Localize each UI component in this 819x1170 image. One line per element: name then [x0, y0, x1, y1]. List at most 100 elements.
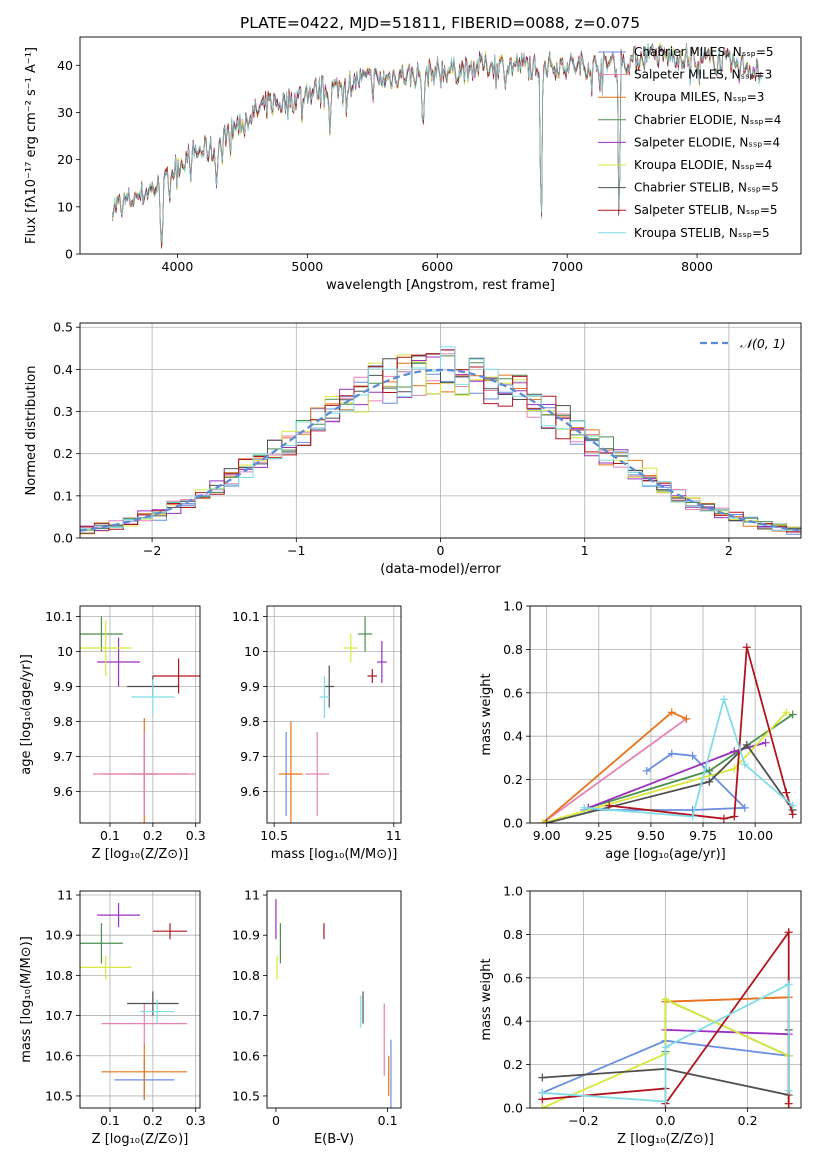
- axes-frame: [266, 605, 402, 824]
- y-tick-label: 0.8: [503, 927, 523, 942]
- data-point: [101, 1043, 188, 1100]
- axes-frame: [79, 605, 201, 824]
- x-tick-label: 10.00: [737, 828, 773, 843]
- x-tick-label: 9.50: [637, 828, 665, 843]
- x-tick-label: −1: [287, 543, 305, 558]
- y-axis-label: mass weight: [479, 958, 494, 1040]
- y-axis-label: Normed distribution: [24, 366, 39, 496]
- y-tick-label: 9.8: [240, 714, 260, 729]
- data-point: [140, 999, 175, 1024]
- y-tick-label: 0.4: [503, 1014, 523, 1029]
- legend-entry: Salpeter ELODIE, Nₛₛₚ=4: [634, 135, 780, 149]
- y-tick-label: 10.5: [232, 1088, 260, 1103]
- y-tick-label: 0.6: [503, 970, 523, 985]
- y-tick-label: 0.3: [53, 404, 73, 419]
- y-tick-label: 11: [244, 888, 260, 903]
- weight-marker: [782, 708, 791, 717]
- y-tick-label: 10: [57, 644, 73, 659]
- weight-marker: [761, 738, 770, 747]
- y-tick-label: 9.7: [53, 749, 73, 764]
- x-tick-label: 0.3: [186, 828, 206, 843]
- weight-marker: [730, 747, 739, 756]
- axes-frame: [266, 890, 402, 1109]
- y-tick-label: 0.0: [53, 531, 73, 546]
- y-tick-label: 0.8: [503, 642, 523, 657]
- y-axis-label: age [log₁₀(age/yr)]: [19, 654, 34, 775]
- y-tick-label: 0.4: [503, 729, 523, 744]
- y-tick-label: 10.1: [45, 609, 73, 624]
- chart-0: 4000 5000 6000 7000 8000 0 10 20 30 40 wavelength …: [24, 14, 802, 293]
- chart-1: −2 −1 0 1 2 0.0 0.1 0.2 0.3 0.4 0.5 (data-model)/er…: [24, 320, 802, 577]
- weight-marker: [538, 1104, 547, 1108]
- chart-2: 0.1 0.2 0.3 9.6 9.7 9.8 9.9 10 10.1 Z [log₁₀(Z/Z⊙…: [19, 605, 206, 862]
- data-point: [343, 634, 358, 662]
- legend: Chabrier MILES, Nₛₛₚ=5 Salpeter MILES, Nₛ…: [598, 45, 781, 240]
- weight-marker: [742, 643, 751, 652]
- legend-entry: Kroupa MILES, Nₛₛₚ=3: [634, 90, 764, 104]
- chart-7: −0.2 0.0 0.2 0.0 0.2 0.4 0.6 0.8 1.0 Z [log₁₀(Z/Z…: [479, 884, 802, 1147]
- x-tick-label: 8000: [681, 259, 713, 274]
- axes-frame: [79, 322, 802, 539]
- x-tick-label: 5000: [291, 259, 323, 274]
- weight-marker: [688, 812, 697, 821]
- y-axis-label: mass [log₁₀(M/M⊙)]: [19, 936, 34, 1063]
- y-tick-label: 20: [57, 152, 73, 167]
- data-point: [357, 616, 373, 652]
- legend-entry: Kroupa STELIB, Nₛₛₚ=5: [634, 226, 770, 240]
- weight-marker: [784, 980, 793, 989]
- y-tick-label: 0.1: [53, 488, 73, 503]
- weight-marker: [642, 766, 651, 775]
- y-tick-label: 9.7: [240, 749, 260, 764]
- x-tick-label: 0: [437, 543, 445, 558]
- data-point: [324, 665, 334, 708]
- weight-marker: [667, 708, 676, 717]
- weight-marker: [742, 740, 751, 749]
- chart-4: 9.00 9.25 9.50 9.75 10.00 0.0 0.2 0.4 0.6 0.8 1.0 a…: [479, 599, 802, 862]
- y-axis-label: mass weight: [479, 673, 494, 755]
- weight-series: [584, 752, 747, 811]
- x-tick-label: 11: [386, 828, 402, 843]
- data-point: [152, 923, 188, 940]
- data-point: [131, 679, 175, 715]
- spectrum-line: [112, 44, 762, 243]
- weight-series: [541, 998, 790, 1108]
- legend-entry: Chabrier ELODIE, Nₛₛₚ=4: [634, 113, 781, 127]
- data-point: [80, 616, 123, 652]
- weight-series: [609, 646, 794, 820]
- chart-3: 10.5 11 9.6 9.7 9.8 9.9 10 10.1 mass [log₁₀(M/M⊙…: [232, 605, 402, 862]
- weight-marker: [740, 760, 749, 769]
- x-tick-label: 10.5: [260, 828, 288, 843]
- y-tick-label: 0.5: [53, 320, 73, 335]
- legend: 𝒩(0, 1): [700, 336, 786, 351]
- weight-marker: [538, 819, 547, 823]
- y-tick-label: 0.4: [53, 362, 73, 377]
- legend-entry: Kroupa ELODIE, Nₛₛₚ=4: [634, 158, 772, 172]
- plot-area: [80, 903, 188, 1100]
- y-tick-label: 10.9: [45, 928, 73, 943]
- weight-series: [588, 713, 794, 809]
- x-axis-label: Z [log₁₀(Z/Z⊙)]: [92, 1132, 189, 1147]
- normal-curve: [80, 368, 801, 532]
- data-point: [377, 641, 387, 683]
- y-tick-label: 0.2: [53, 446, 73, 461]
- axes-frame: [529, 605, 802, 824]
- chart-6: 0 0.1 10.5 10.6 10.7 10.8 10.9 11 E(B-V): [232, 888, 402, 1147]
- x-tick-label: 9.00: [533, 828, 561, 843]
- axes-frame: [529, 890, 802, 1109]
- chart-title: PLATE=0422, MJD=51811, FIBERID=0088, z=0…: [240, 14, 640, 32]
- x-tick-label: −2: [143, 543, 161, 558]
- y-tick-label: 0.0: [503, 816, 523, 831]
- weight-marker: [719, 695, 728, 704]
- weight-marker: [705, 766, 714, 775]
- weight-marker: [688, 751, 697, 760]
- y-tick-label: 10: [244, 644, 260, 659]
- plot-area: [112, 41, 762, 249]
- x-axis-label: Z [log₁₀(Z/Z⊙)]: [617, 1132, 714, 1147]
- weight-marker: [661, 1043, 670, 1052]
- y-tick-label: 10.7: [45, 1008, 73, 1023]
- y-tick-label: 10.9: [232, 928, 260, 943]
- y-tick-label: 10.8: [232, 968, 260, 983]
- x-tick-label: 0.1: [378, 1113, 398, 1128]
- x-tick-label: 2: [725, 543, 733, 558]
- data-point: [101, 1003, 188, 1044]
